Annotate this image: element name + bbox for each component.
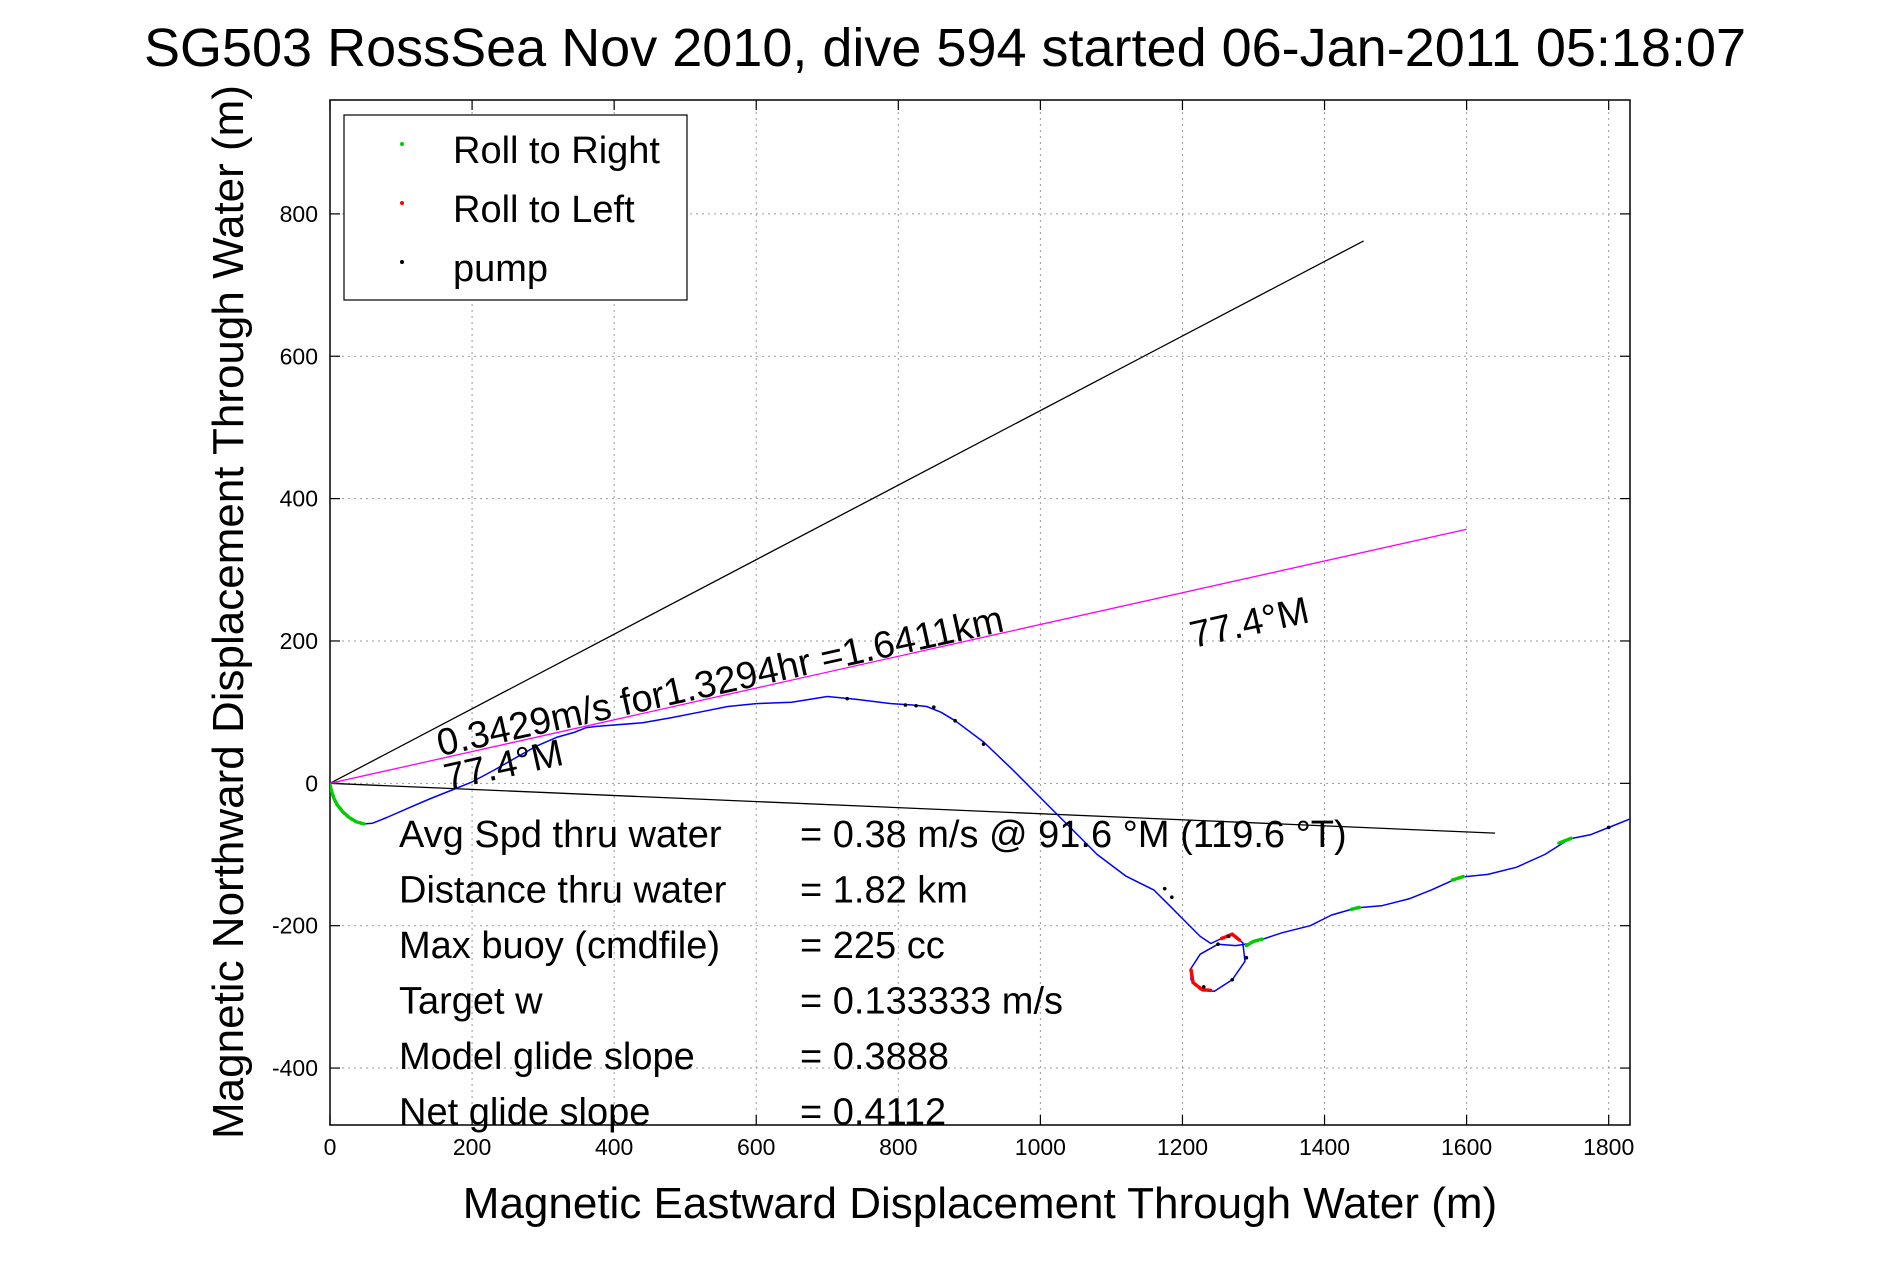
- stat-value: = 225 cc: [800, 925, 945, 967]
- pump-point: [953, 718, 957, 723]
- roll-right-segment: [1450, 874, 1465, 882]
- x-tick-label: 1200: [1157, 1134, 1208, 1160]
- pump-point: [1170, 895, 1174, 900]
- x-tick-label: 1600: [1441, 1134, 1492, 1160]
- heading-lines: [330, 240, 1496, 834]
- x-tick-label: 1800: [1583, 1134, 1634, 1160]
- legend-label: Roll to Right: [453, 130, 660, 172]
- pump-point: [981, 742, 986, 746]
- x-tick-label: 200: [453, 1134, 491, 1160]
- legend: Roll to Right Roll to Left pump: [343, 114, 688, 301]
- stat-value: = 0.3888: [800, 1036, 949, 1078]
- stat-label: Model glide slope: [399, 1036, 695, 1078]
- x-axis-label: Magnetic Eastward Displacement Through W…: [463, 1179, 1497, 1228]
- pump-point: [1216, 942, 1220, 947]
- pump-point: [1230, 977, 1234, 982]
- roll-right-segment: [1349, 905, 1362, 912]
- mean-heading-line: [330, 528, 1467, 784]
- roll-right-segment: [1244, 937, 1264, 948]
- legend-marker: [400, 142, 404, 146]
- pump-point: [1244, 955, 1249, 960]
- lower-heading-line: [330, 782, 1496, 834]
- y-tick-label: 400: [280, 486, 318, 512]
- legend-box: [343, 114, 688, 301]
- pump-point: [1162, 886, 1167, 891]
- stat-label: Target w: [399, 981, 543, 1023]
- legend-label: Roll to Left: [453, 189, 635, 231]
- pump-point: [1201, 985, 1206, 989]
- pump-point: [1226, 934, 1231, 939]
- x-tick-label: 800: [879, 1134, 917, 1160]
- legend-marker: [400, 201, 404, 205]
- track-line: [330, 695, 1630, 992]
- y-tick-label: 0: [305, 770, 318, 796]
- pump-point: [1606, 825, 1611, 830]
- stat-label: Avg Spd thru water: [399, 814, 722, 856]
- y-tick-label: -400: [272, 1055, 318, 1081]
- chart-title: SG503 RossSea Nov 2010, dive 594 started…: [144, 18, 1746, 78]
- stat-value: = 1.82 km: [800, 870, 968, 912]
- x-tick-label: 0: [324, 1134, 337, 1160]
- pump-point: [932, 705, 936, 709]
- y-tick-label: -200: [272, 913, 318, 939]
- stat-label: Net glide slope: [399, 1092, 650, 1134]
- y-axis-label: Magnetic Northward Displacement Through …: [204, 85, 253, 1139]
- legend-label: pump: [453, 248, 548, 290]
- stats-block: Avg Spd thru water = 0.38 m/s @ 91.6 °M (…: [399, 814, 1347, 1134]
- stat-value: = 0.133333 m/s: [800, 981, 1063, 1023]
- roll-left-segment: [1189, 968, 1215, 993]
- x-tick-label: 600: [737, 1134, 775, 1160]
- legend-marker: [400, 260, 404, 264]
- x-tick-label: 1000: [1015, 1134, 1066, 1160]
- pump-point: [845, 696, 849, 701]
- pump-point: [903, 703, 908, 707]
- x-tick-label: 400: [595, 1134, 633, 1160]
- upper-heading-line: [330, 240, 1364, 784]
- track-layer: [330, 695, 1630, 993]
- roll-right-segment: [1557, 836, 1574, 845]
- pump-point: [914, 703, 918, 708]
- y-tick-label: 200: [280, 628, 318, 654]
- y-tick-label: 600: [280, 343, 318, 369]
- roll-left-segment: [1219, 932, 1242, 942]
- axis-ticks: 0 200 400 600 800 1000 1200 1400 1600 1800 -400 -20…: [272, 100, 1634, 1160]
- y-tick-label: 800: [280, 201, 318, 227]
- stat-label: Distance thru water: [399, 870, 727, 912]
- stat-label: Max buoy (cmdfile): [399, 925, 720, 967]
- roll-right-segment: [330, 783, 366, 826]
- x-tick-label: 1400: [1299, 1134, 1350, 1160]
- stat-value: = 0.4112: [800, 1092, 946, 1134]
- stat-value: = 0.38 m/s @ 91.6 °M (119.6 °T): [800, 814, 1347, 856]
